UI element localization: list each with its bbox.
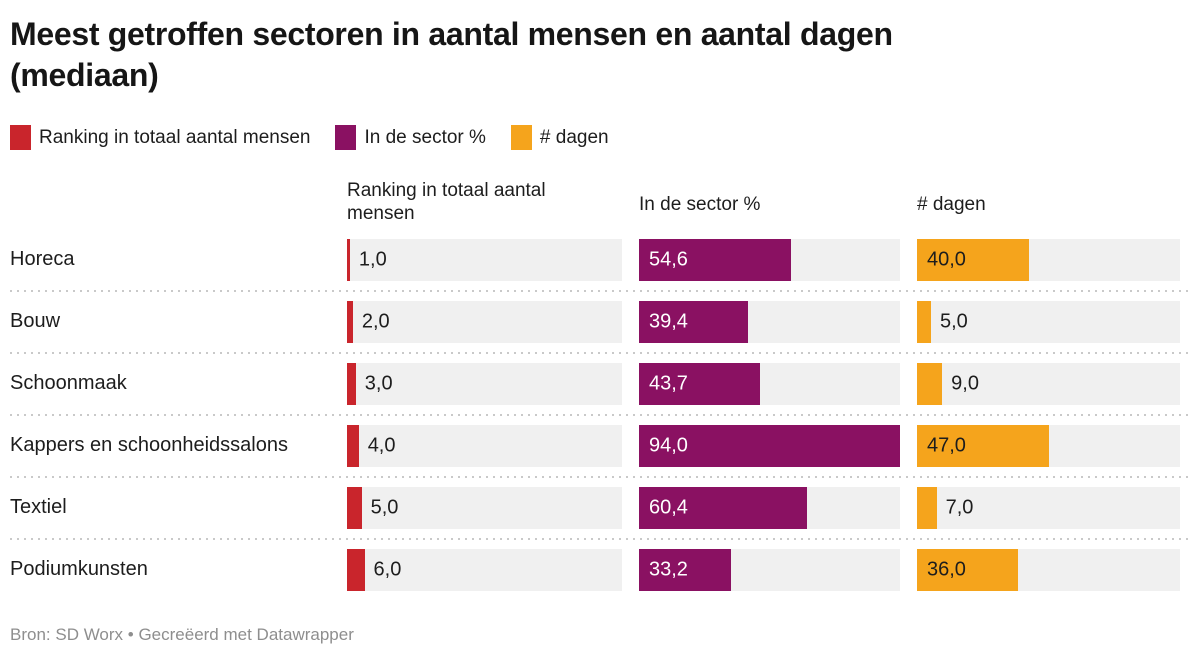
bar-value-label: 5,0 [370, 496, 399, 519]
bar-value-label: 36,0 [927, 558, 966, 581]
bar [639, 238, 791, 281]
table-row: Horeca 1,0 54,6 40,0 [10, 238, 1190, 281]
bar-value-label: 40,0 [927, 248, 966, 271]
row-label: Podiumkunsten [10, 558, 148, 581]
bar [917, 548, 1018, 591]
bar-value-label: 39,4 [649, 310, 688, 333]
column-header-sector: In de sector % [639, 194, 761, 216]
bar-cell: 3,0 [347, 362, 622, 405]
table-row: Bouw 2,0 39,4 5,0 [10, 300, 1190, 343]
bar [639, 486, 807, 529]
bar [347, 486, 362, 529]
bar [639, 424, 900, 467]
bar [917, 300, 931, 343]
row-label: Kappers en schoonheidssalons [10, 434, 288, 457]
bar-value-label: 60,4 [649, 496, 688, 519]
bar [347, 548, 365, 591]
bar-cell: 36,0 [917, 548, 1180, 591]
legend-label: # dagen [539, 126, 609, 148]
bar-value-label: 33,2 [649, 558, 688, 581]
bar [917, 362, 943, 405]
legend-item-dagen: # dagen [510, 125, 609, 151]
bar-value-label: 6,0 [373, 558, 402, 581]
row-label: Schoonmaak [10, 372, 127, 395]
bar [639, 362, 761, 405]
table-row: Kappers en schoonheidssalons 4,0 94,0 47,0 [10, 424, 1190, 467]
bar [347, 424, 359, 467]
bar-cell: 4,0 [347, 424, 622, 467]
bar-cell: 6,0 [347, 548, 622, 591]
column-header-row: Ranking in totaal aantal mensen In de se… [10, 179, 1190, 225]
bar-cell: 43,7 [639, 362, 900, 405]
bar-cell: 40,0 [917, 238, 1180, 281]
bar-cell: 9,0 [917, 362, 1180, 405]
chart-container: Meest getroffen sectoren in aantal mense… [10, 14, 1190, 644]
bar [347, 238, 350, 281]
bar-value-label: 47,0 [927, 434, 966, 457]
legend-swatch-yellow-icon [510, 125, 532, 151]
column-header-dagen: # dagen [917, 194, 986, 216]
bar-cell: 60,4 [639, 486, 900, 529]
table-row: Podiumkunsten 6,0 33,2 36,0 [10, 548, 1190, 591]
bar-value-label: 5,0 [939, 310, 968, 333]
bar-cell: 33,2 [639, 548, 900, 591]
bar-cell: 47,0 [917, 424, 1180, 467]
legend-label: Ranking in totaal aantal mensen [39, 126, 311, 148]
chart-title: Meest getroffen sectoren in aantal mense… [10, 14, 1190, 95]
bar-cell: 1,0 [347, 238, 622, 281]
bar-cell: 7,0 [917, 486, 1180, 529]
row-separator [10, 537, 1190, 540]
legend-label: In de sector % [364, 126, 486, 148]
column-header-ranking: Ranking in totaal aantal mensen [347, 180, 546, 225]
bar-cell: 2,0 [347, 300, 622, 343]
row-label: Horeca [10, 248, 75, 271]
bar-cell: 5,0 [347, 486, 622, 529]
row-separator [10, 351, 1190, 354]
table-body: Horeca 1,0 54,6 40,0 Bouw 2,0 39,4 5,0 Schoonmaa… [10, 238, 1190, 591]
bar-cell: 5,0 [917, 300, 1180, 343]
bar-value-label: 3,0 [364, 372, 393, 395]
source-note: Bron: SD Worx • Gecreëerd met Datawrappe… [10, 624, 354, 644]
bar [347, 300, 353, 343]
row-separator [10, 289, 1190, 292]
bar-value-label: 7,0 [945, 496, 974, 519]
bar-value-label: 9,0 [951, 372, 979, 395]
bar [917, 238, 1029, 281]
bar [917, 486, 937, 529]
bar-cell: 94,0 [639, 424, 900, 467]
bar-cell: 39,4 [639, 300, 900, 343]
legend-swatch-red-icon [10, 125, 31, 151]
row-separator [10, 413, 1190, 416]
row-label: Bouw [10, 310, 61, 333]
bar [639, 300, 749, 343]
row-label: Textiel [10, 496, 67, 519]
bar-value-label: 54,6 [649, 248, 688, 271]
row-separator [10, 475, 1190, 478]
legend-swatch-purple-icon [335, 125, 357, 151]
bar [917, 424, 1049, 467]
legend: Ranking in totaal aantal mensen In de se… [10, 125, 1190, 151]
chart-title-line-1: Meest getroffen sectoren in aantal mense… [10, 16, 893, 52]
bar [639, 548, 732, 591]
bar [347, 362, 356, 405]
table-row: Schoonmaak 3,0 43,7 9,0 [10, 362, 1190, 405]
bar-value-label: 4,0 [367, 434, 396, 457]
legend-item-ranking: Ranking in totaal aantal mensen [10, 125, 311, 151]
bar-value-label: 94,0 [649, 434, 688, 457]
bar-value-label: 2,0 [361, 310, 390, 333]
bar-value-label: 1,0 [358, 248, 387, 271]
table-row: Textiel 5,0 60,4 7,0 [10, 486, 1190, 529]
legend-item-sector: In de sector % [335, 125, 486, 151]
bar-cell: 54,6 [639, 238, 900, 281]
bar-value-label: 43,7 [649, 372, 688, 395]
chart-title-line-2: (mediaan) [10, 56, 159, 93]
